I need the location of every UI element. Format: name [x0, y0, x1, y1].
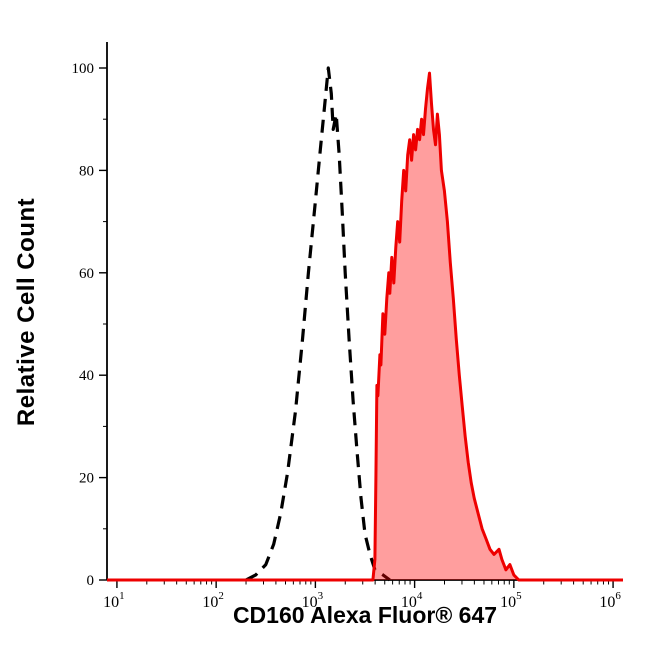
y-tick-label: 80 — [79, 163, 94, 179]
y-tick-label: 60 — [79, 266, 94, 282]
x-tick-label: 105 — [500, 590, 522, 611]
y-tick-label: 20 — [79, 471, 94, 487]
y-tick-label: 100 — [72, 61, 95, 77]
y-axis-label: Relative Cell Count — [13, 197, 40, 427]
cd160-stained-red-curve — [107, 71, 623, 582]
x-tick-label: 102 — [202, 590, 224, 611]
cd160-stained-red-fill — [107, 73, 623, 580]
y-tick-label: 0 — [87, 573, 95, 589]
x-tick-label: 104 — [401, 590, 423, 611]
x-tick-label: 103 — [302, 590, 324, 611]
isotype-control-dashed-curve — [245, 66, 391, 582]
x-axis-label: CD160 Alexa Fluor® 647 — [232, 602, 498, 628]
y-tick-label: 40 — [79, 368, 94, 384]
x-tick-label: 106 — [599, 590, 621, 611]
x-tick-label: 101 — [103, 590, 125, 611]
